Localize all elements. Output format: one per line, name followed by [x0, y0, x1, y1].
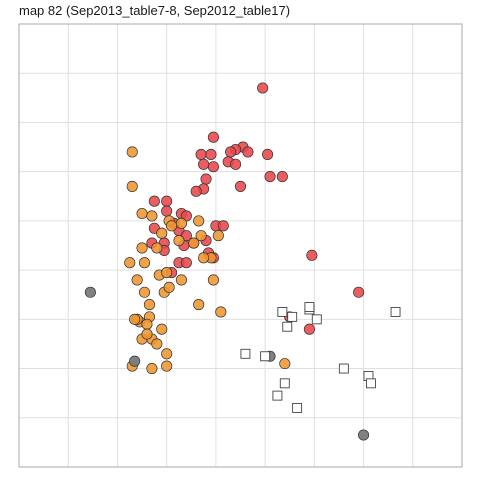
- data-point-orange: [126, 146, 138, 158]
- data-point-red: [306, 249, 318, 261]
- data-point-orange: [198, 252, 210, 264]
- data-point-square: [390, 307, 401, 317]
- data-point-red: [161, 205, 173, 217]
- data-point-orange: [215, 306, 227, 318]
- data-points: [84, 82, 401, 441]
- data-point-orange: [163, 281, 175, 293]
- data-point-orange: [188, 237, 200, 249]
- data-point-square: [272, 390, 283, 401]
- data-point-red: [303, 323, 315, 335]
- data-point-orange: [193, 215, 205, 227]
- data-point-square: [240, 348, 251, 359]
- data-point-red: [242, 146, 254, 158]
- data-point-orange: [126, 180, 138, 192]
- data-point-orange: [141, 318, 153, 330]
- chart-title: map 82 (Sep2013_table7-8, Sep2012_table1…: [19, 3, 291, 18]
- data-point-square: [279, 378, 290, 389]
- data-point-orange: [279, 358, 291, 370]
- data-point-red: [264, 171, 276, 183]
- data-point-square: [260, 351, 271, 362]
- data-point-orange: [138, 286, 151, 298]
- data-point-grey: [84, 286, 96, 298]
- data-point-red: [207, 161, 219, 173]
- data-point-orange: [136, 242, 148, 254]
- data-point-red: [353, 286, 365, 298]
- data-point-orange: [166, 220, 178, 232]
- data-point-orange: [146, 363, 158, 375]
- data-point-orange: [212, 230, 224, 242]
- data-point-red: [230, 158, 242, 170]
- data-point-orange: [193, 299, 205, 311]
- data-point-red: [198, 158, 210, 170]
- data-point-red: [207, 131, 219, 143]
- data-point-red: [262, 148, 274, 160]
- data-point-orange: [161, 348, 173, 360]
- data-point-orange: [138, 257, 151, 269]
- data-point-red: [276, 171, 288, 183]
- data-point-orange: [131, 274, 143, 286]
- data-point-red: [161, 195, 173, 207]
- data-point-grey: [129, 355, 141, 367]
- data-point-square: [338, 363, 349, 374]
- data-point-red: [195, 148, 207, 160]
- data-point-red: [225, 146, 237, 158]
- grid-lines: [19, 24, 462, 467]
- data-point-orange: [143, 299, 155, 311]
- data-point-red: [234, 180, 247, 192]
- plot-frame: [18, 23, 463, 468]
- data-point-orange: [146, 210, 158, 222]
- data-point-square: [365, 378, 376, 389]
- data-point-red: [148, 195, 160, 207]
- data-point-square: [282, 321, 293, 332]
- data-point-orange: [173, 235, 185, 247]
- data-point-square: [311, 314, 322, 325]
- data-point-orange: [156, 227, 168, 239]
- data-point-square: [304, 302, 315, 312]
- plot-background: [19, 24, 462, 467]
- data-point-grey: [358, 429, 370, 441]
- data-point-red: [205, 148, 217, 160]
- data-point-red: [257, 82, 269, 94]
- data-point-red: [180, 257, 192, 269]
- data-point-orange: [161, 360, 173, 372]
- data-point-red: [190, 185, 202, 197]
- data-point-orange: [175, 274, 187, 286]
- data-point-orange: [175, 217, 187, 229]
- data-point-orange: [161, 267, 173, 279]
- data-point-red: [217, 220, 229, 232]
- data-point-orange: [151, 338, 163, 350]
- data-point-square: [287, 311, 298, 322]
- data-point-square: [292, 402, 303, 413]
- data-point-orange: [207, 274, 219, 286]
- data-point-orange: [141, 328, 153, 340]
- data-point-orange: [136, 207, 148, 220]
- data-point-orange: [129, 313, 141, 325]
- data-point-red: [200, 173, 212, 185]
- data-point-orange: [124, 257, 136, 269]
- data-point-orange: [195, 230, 207, 242]
- data-point-square: [277, 307, 288, 317]
- data-point-orange: [151, 242, 163, 254]
- data-point-orange: [156, 323, 168, 335]
